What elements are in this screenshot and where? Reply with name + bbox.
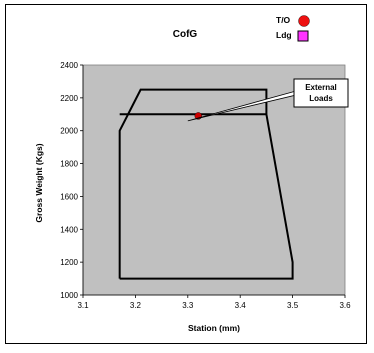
x-axis-title: Station (mm) [188,323,240,333]
y-axis-title: Gross Weight (Kgs) [34,143,44,222]
x-tick-label: 3.5 [287,301,299,310]
y-tick-label: 2400 [60,61,78,70]
y-tick-label: 2000 [60,127,78,136]
callout-text-line1: External [305,83,337,92]
y-tick-label: 1400 [60,225,78,234]
legend-square-marker [297,30,309,42]
x-tick-label: 3.6 [339,301,351,310]
callout-text-line2: Loads [309,94,333,103]
x-tick-label: 3.1 [77,301,89,310]
callout-box [293,78,349,108]
x-tick-label: 3.4 [235,301,247,310]
legend: T/O Ldg [276,15,310,42]
y-tick-label: 1600 [60,192,78,201]
legend-circle-marker [298,15,310,27]
y-tick-label: 1000 [60,291,78,300]
y-tick-label: 2200 [60,94,78,103]
x-axis: 3.1 3.2 3.3 3.4 3.5 3.6 [77,294,351,310]
external-loads-callout: External Loads [187,78,349,122]
y-axis: 1000 1200 1400 1600 1800 2000 2200 2400 [60,61,84,300]
chart-frame: 1000 1200 1400 1600 1800 2000 2200 2400 3.1 3.2 3… [5,4,367,344]
x-tick-label: 3.3 [182,301,194,310]
legend-label-ldg: Ldg [276,30,292,40]
x-tick-label: 3.2 [130,301,142,310]
callout-joint [295,91,298,94]
y-tick-label: 1200 [60,258,78,267]
chart-title: CofG [173,29,198,40]
legend-label-to: T/O [276,15,291,25]
y-tick-label: 1800 [60,160,78,169]
